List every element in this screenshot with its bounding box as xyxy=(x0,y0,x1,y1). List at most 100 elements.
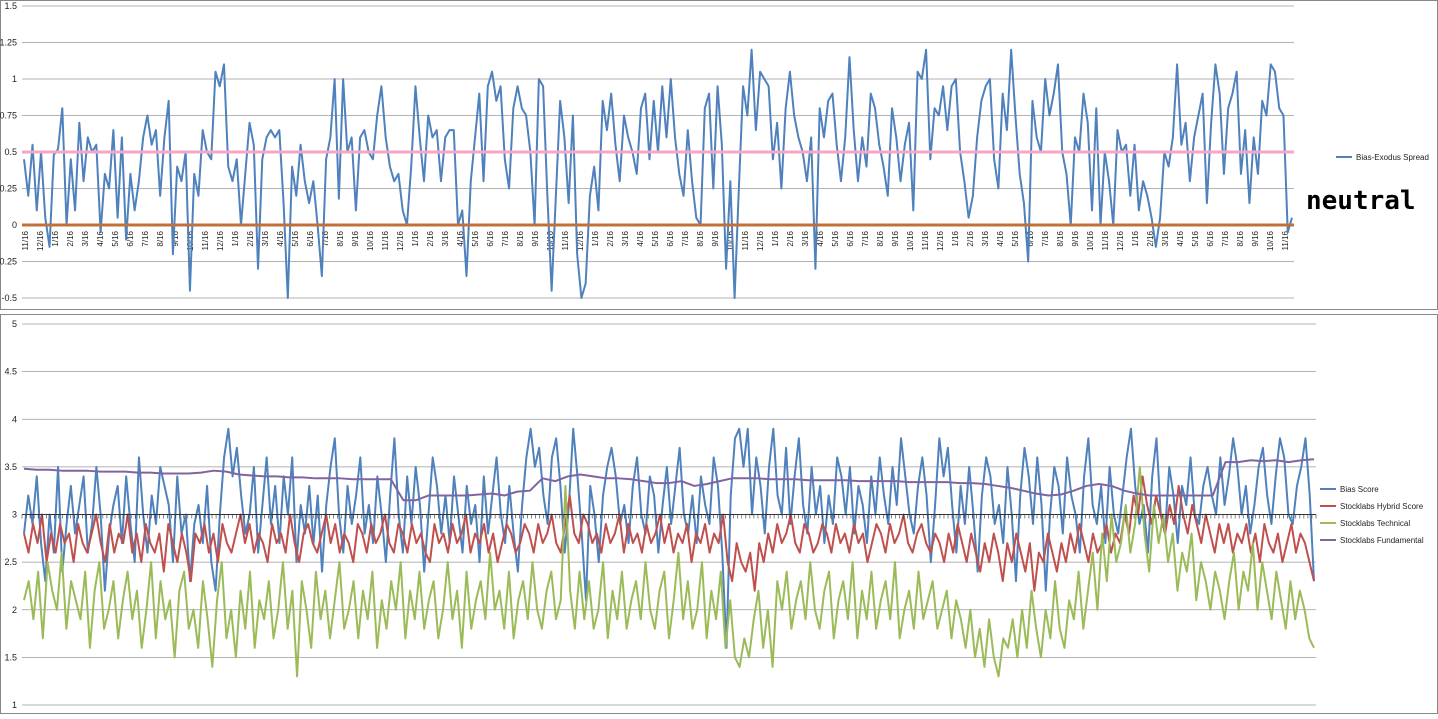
x-tick-label: 11/16 xyxy=(381,230,390,250)
y-tick-label: 1.5 xyxy=(4,652,17,662)
x-tick-label: 7/16 xyxy=(861,230,870,246)
x-tick-label: 8/16 xyxy=(516,230,525,246)
x-tick-label: 5/16 xyxy=(471,230,480,246)
y-tick-label: -0.5 xyxy=(1,293,17,303)
legend-label: Bias-Exodus Spread xyxy=(1356,153,1429,162)
x-tick-label: 4/16 xyxy=(996,230,1005,246)
bottom-chart: 1 1.5 2 2.5 3 3.5 4 4.5 5 Bias Score Stocklabs Hyb… xyxy=(0,314,1438,714)
x-tick-label: 9/16 xyxy=(171,230,180,246)
x-tick-label: 5/16 xyxy=(831,230,840,246)
x-tick-label: 9/16 xyxy=(531,230,540,246)
x-tick-label: 8/16 xyxy=(336,230,345,246)
x-tick-label: 12/16 xyxy=(756,230,765,251)
y-tick-label: 0.5 xyxy=(4,147,17,157)
y-tick-label: 2.5 xyxy=(4,557,17,567)
x-tick-label: 12/16 xyxy=(216,230,225,251)
y-tick-label: -0.25 xyxy=(0,257,17,267)
x-tick-label: 4/16 xyxy=(1176,230,1185,246)
y-tick-label: 0 xyxy=(12,220,17,230)
x-tick-label: 2/16 xyxy=(426,230,435,246)
x-tick-label: 3/16 xyxy=(261,230,270,246)
category-tick-band xyxy=(21,514,1317,519)
x-tick-label: 1/16 xyxy=(771,230,780,246)
chart-frame xyxy=(0,0,1438,310)
legend-label: Stocklabs Hybrid Score xyxy=(1340,502,1424,511)
x-tick-label: 9/16 xyxy=(711,230,720,246)
series-line xyxy=(23,465,1315,678)
x-tick-label: 1/16 xyxy=(51,230,60,246)
x-tick-label: 10/16 xyxy=(726,230,735,251)
x-tick-label: 3/16 xyxy=(1161,230,1170,246)
x-tick-label: 7/16 xyxy=(681,230,690,246)
x-tick-label: 11/16 xyxy=(1101,230,1110,250)
x-tick-label: 1/16 xyxy=(411,230,420,246)
x-tick-label: 10/16 xyxy=(906,230,915,251)
y-tick-label: 1 xyxy=(12,700,17,710)
x-tick-label: 7/16 xyxy=(501,230,510,246)
x-tick-label: 6/16 xyxy=(1026,230,1035,246)
x-tick-label: 9/16 xyxy=(891,230,900,246)
x-tick-label: 9/16 xyxy=(1071,230,1080,246)
top-chart: -0.5 -0.25 0 0.25 0.5 0.75 1 1.25 1.5 11/16 12/16 1… xyxy=(0,0,1438,310)
x-tick-label: 1/16 xyxy=(1131,230,1140,246)
x-tick-label: 6/16 xyxy=(666,230,675,246)
x-tick-label: 4/16 xyxy=(276,230,285,246)
x-tick-label: 9/16 xyxy=(1251,230,1260,246)
x-tick-label: 6/16 xyxy=(306,230,315,246)
legend-label: Bias Score xyxy=(1340,485,1379,494)
x-tick-label: 5/16 xyxy=(1011,230,1020,246)
x-tick-label: 11/16 xyxy=(921,230,930,250)
neutral-annotation: neutral xyxy=(1306,186,1416,216)
series-line xyxy=(23,458,1315,502)
x-tick-label: 3/16 xyxy=(981,230,990,246)
x-tick-label: 5/16 xyxy=(1191,230,1200,246)
x-tick-label: 8/16 xyxy=(156,230,165,246)
x-tick-label: 6/16 xyxy=(486,230,495,246)
y-tick-label: 5 xyxy=(12,319,17,329)
x-tick-label: 10/16 xyxy=(1266,230,1275,251)
legend-label: Stocklabs Fundamental xyxy=(1340,536,1424,545)
x-tick-label: 10/16 xyxy=(366,230,375,251)
x-tick-label: 1/16 xyxy=(231,230,240,246)
y-tick-label: 3.5 xyxy=(4,462,17,472)
x-tick-label: 3/16 xyxy=(621,230,630,246)
x-tick-label: 8/16 xyxy=(696,230,705,246)
x-tick-label: 10/16 xyxy=(546,230,555,251)
y-tick-label: 0.75 xyxy=(0,111,17,121)
x-tick-label: 2/16 xyxy=(966,230,975,246)
y-tick-label: 1 xyxy=(12,74,17,84)
x-tick-label: 12/16 xyxy=(576,230,585,251)
x-tick-label: 8/16 xyxy=(876,230,885,246)
x-tick-label: 7/16 xyxy=(141,230,150,246)
x-tick-label: 1/16 xyxy=(951,230,960,246)
x-tick-label: 2/16 xyxy=(786,230,795,246)
x-tick-label: 6/16 xyxy=(1206,230,1215,246)
y-tick-label: 3 xyxy=(12,510,17,520)
series-line xyxy=(23,427,1315,649)
y-tick-label: 4.5 xyxy=(4,367,17,377)
x-tick-label: 11/16 xyxy=(21,230,30,250)
x-tick-label: 4/16 xyxy=(816,230,825,246)
x-tick-label: 2/16 xyxy=(66,230,75,246)
x-tick-label: 7/16 xyxy=(321,230,330,246)
y-tick-label: 0.25 xyxy=(0,184,17,194)
x-tick-label: 1/16 xyxy=(591,230,600,246)
x-tick-label: 2/16 xyxy=(1146,230,1155,246)
x-tick-label: 3/16 xyxy=(81,230,90,246)
y-tick-label: 1.5 xyxy=(4,1,17,11)
x-tick-label: 6/16 xyxy=(126,230,135,246)
x-tick-label: 2/16 xyxy=(606,230,615,246)
x-tick-label: 12/16 xyxy=(36,230,45,251)
x-tick-label: 7/16 xyxy=(1221,230,1230,246)
x-tick-label: 5/16 xyxy=(291,230,300,246)
x-tick-label: 11/16 xyxy=(741,230,750,250)
legend-label: Stocklabs Technical xyxy=(1340,519,1410,528)
x-tick-label: 12/16 xyxy=(936,230,945,251)
y-tick-label: 2 xyxy=(12,605,17,615)
x-tick-label: 12/16 xyxy=(1116,230,1125,251)
x-tick-label: 11/16 xyxy=(201,230,210,250)
x-tick-label: 2/16 xyxy=(246,230,255,246)
x-tick-label: 3/16 xyxy=(441,230,450,246)
x-tick-label: 7/16 xyxy=(1041,230,1050,246)
